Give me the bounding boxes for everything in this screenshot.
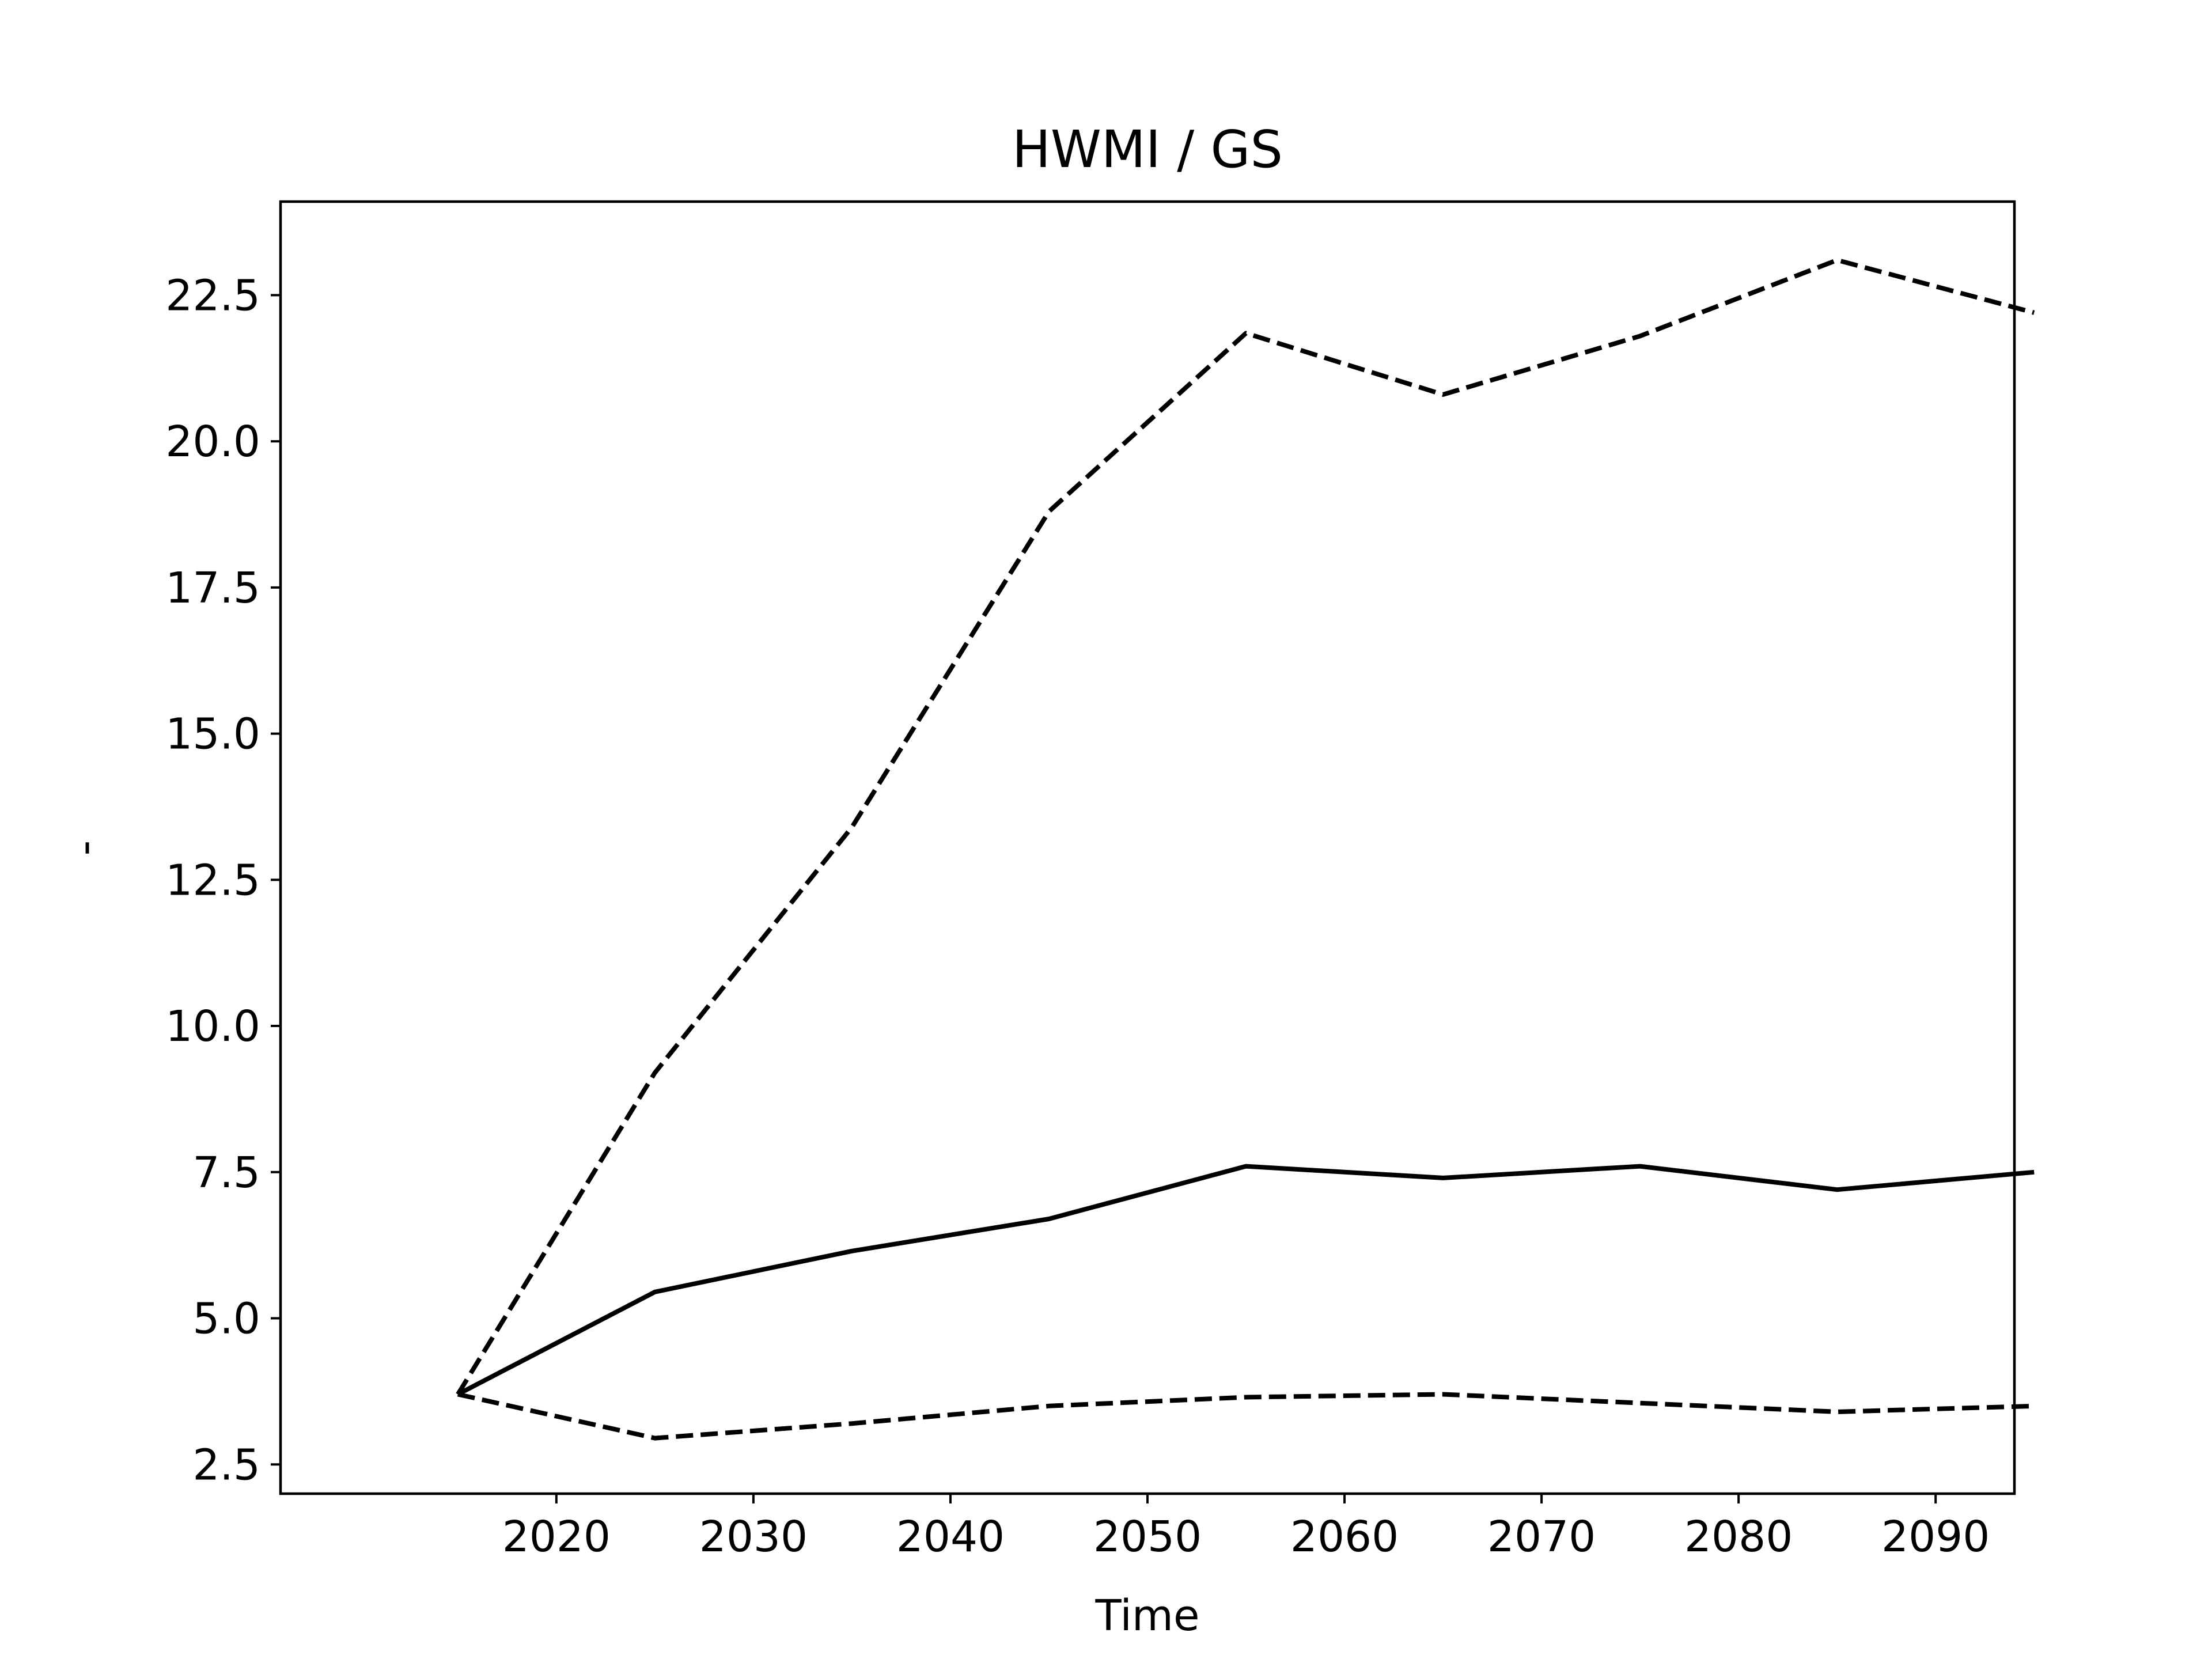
x-tick-label: 2060 xyxy=(1290,1512,1399,1562)
x-tick-label: 2080 xyxy=(1684,1512,1793,1562)
y-tick-label: 12.5 xyxy=(165,855,260,905)
x-tick-label: 2090 xyxy=(1881,1512,1990,1562)
x-tick-label: 2020 xyxy=(502,1512,611,1562)
y-tick-label: 20.0 xyxy=(165,417,260,467)
series-line-3 xyxy=(457,1392,2035,1441)
y-tick-label: 17.5 xyxy=(165,563,260,613)
x-tick-label: 2040 xyxy=(896,1512,1005,1562)
y-axis-label: - xyxy=(60,840,109,856)
y-axis-ticks: 2.5 5.0 7.5 10.0 12.5 15.0 17.5 20.0 22.5 xyxy=(165,271,281,1490)
chart-title: HWMI / GS xyxy=(1012,119,1283,179)
y-tick-label: 10.0 xyxy=(165,1002,260,1051)
y-tick-label: 2.5 xyxy=(192,1440,260,1490)
x-axis-label: Time xyxy=(1094,1591,1199,1641)
y-tick-label: 15.0 xyxy=(165,710,260,759)
y-tick-label: 5.0 xyxy=(192,1294,260,1344)
x-axis-ticks: 2020 2030 2040 2050 2060 2070 2080 2090 xyxy=(502,1494,1990,1562)
x-tick-label: 2030 xyxy=(699,1512,808,1562)
x-tick-label: 2050 xyxy=(1093,1512,1202,1562)
series-line-2 xyxy=(456,257,2035,1396)
series-line-1 xyxy=(456,1164,2035,1397)
y-tick-label: 22.5 xyxy=(165,271,260,320)
x-tick-label: 2070 xyxy=(1487,1512,1596,1562)
y-tick-label: 7.5 xyxy=(192,1148,260,1198)
plot-lines xyxy=(456,257,2035,1441)
